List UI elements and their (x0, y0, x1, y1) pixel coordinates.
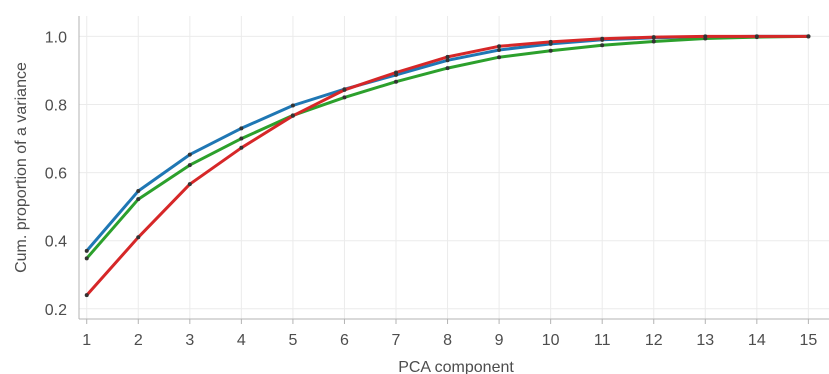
y-axis-title: Cum. proportion of a variance (13, 62, 30, 273)
data-point (754, 34, 759, 39)
x-tick-label: 15 (799, 332, 817, 349)
gridlines (79, 16, 829, 319)
data-point (806, 34, 811, 39)
x-tick-label: 5 (288, 332, 297, 349)
y-axis-ticks: 0.2 0.4 0.6 0.8 1.0 (45, 29, 67, 318)
data-point (136, 188, 141, 193)
data-point (600, 36, 605, 41)
x-tick-label: 7 (392, 332, 401, 349)
x-tick-label: 14 (748, 332, 766, 349)
data-point (548, 39, 553, 44)
data-point (84, 256, 89, 261)
data-point (703, 34, 708, 39)
data-point (187, 182, 192, 187)
data-point (651, 39, 656, 44)
x-axis-ticks: 1 2 3 4 5 6 7 8 9 10 11 12 13 14 15 (82, 319, 817, 349)
data-point (342, 87, 347, 92)
data-point (290, 103, 295, 108)
y-tick-label: 1.0 (45, 29, 67, 46)
x-tick-label: 4 (237, 332, 246, 349)
x-tick-label: 9 (495, 332, 504, 349)
data-point (394, 70, 399, 75)
data-point (497, 55, 502, 60)
x-tick-label: 8 (443, 332, 452, 349)
y-tick-label: 0.4 (45, 234, 67, 251)
data-point (239, 145, 244, 150)
data-point (239, 136, 244, 141)
x-tick-label: 1 (82, 332, 91, 349)
x-tick-label: 12 (645, 332, 663, 349)
data-point (136, 197, 141, 202)
x-axis-title: PCA component (398, 359, 514, 374)
x-tick-label: 2 (134, 332, 143, 349)
y-tick-label: 0.6 (45, 166, 67, 183)
data-point (445, 58, 450, 63)
data-point (84, 293, 89, 298)
data-point (136, 235, 141, 240)
y-tick-label: 0.8 (45, 98, 67, 115)
data-point (394, 79, 399, 84)
data-point (548, 48, 553, 53)
series-group (84, 34, 811, 298)
data-point (445, 54, 450, 59)
data-point (187, 163, 192, 168)
axes (78, 16, 829, 320)
data-point (497, 44, 502, 49)
x-tick-label: 3 (185, 332, 194, 349)
data-point (651, 35, 656, 40)
x-tick-label: 10 (542, 332, 560, 349)
data-point (497, 48, 502, 53)
x-tick-label: 13 (696, 332, 714, 349)
data-point (239, 126, 244, 131)
data-point (187, 152, 192, 157)
y-tick-label: 0.2 (45, 302, 67, 319)
x-tick-label: 6 (340, 332, 349, 349)
x-tick-label: 11 (594, 332, 611, 349)
data-point (600, 43, 605, 48)
data-point (342, 95, 347, 100)
data-point (445, 66, 450, 71)
data-point (290, 113, 295, 118)
data-point (84, 248, 89, 253)
